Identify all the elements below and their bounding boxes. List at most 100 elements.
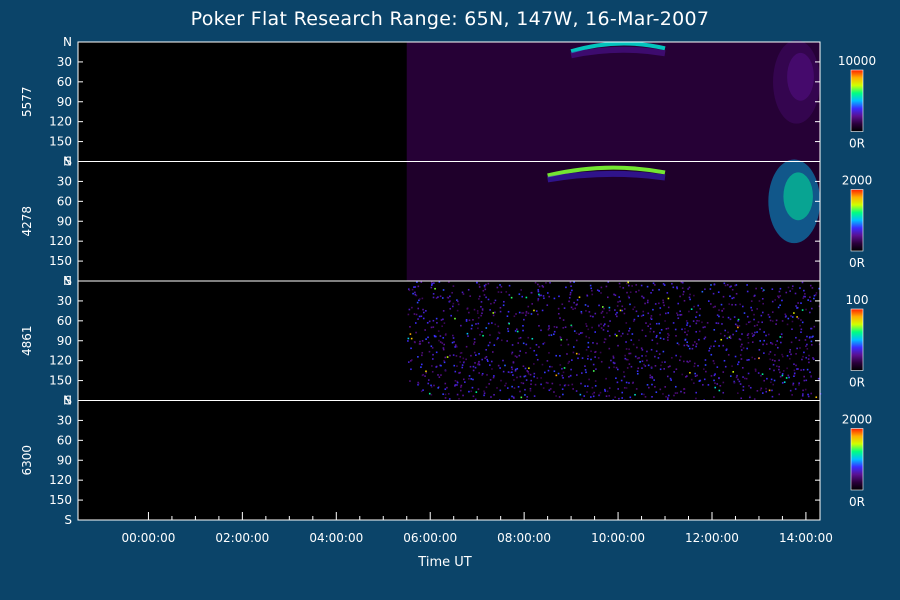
panel-4861-noise-pixel — [440, 319, 443, 321]
panel-4861-noise-pixel — [548, 325, 550, 327]
panel-4861-noise-pixel — [481, 374, 483, 376]
panel-4861-noise-pixel — [613, 366, 615, 368]
panel-4861-noise-pixel — [459, 352, 462, 354]
panel-4861-noise-pixel — [746, 290, 749, 293]
panel-4861-noise-pixel — [619, 300, 621, 303]
panel-4861-noise-pixel — [702, 384, 704, 386]
panel-4861-noise-pixel — [544, 371, 546, 374]
panel-4861-noise-pixel — [614, 396, 616, 399]
panel-4861-noise-pixel — [693, 362, 696, 365]
panel-4861-noise-pixel — [504, 384, 506, 387]
panel-4861-noise-pixel — [561, 374, 564, 377]
panel-4861-noise-pixel — [546, 292, 549, 294]
panel-4861-noise-pixel — [658, 288, 660, 291]
panel-4861-noise-pixel — [746, 334, 749, 336]
panel-4861-noise-pixel — [580, 332, 582, 334]
panel-4861-noise-pixel — [462, 357, 465, 360]
panel-4861-noise-pixel — [428, 392, 431, 395]
panel-4861-noise-pixel — [569, 293, 572, 296]
panel-4861-noise-pixel — [421, 374, 424, 377]
panel-4861-noise-pixel — [747, 333, 750, 335]
panel-4861-noise-pixel — [468, 311, 470, 314]
panel-4861-noise-pixel — [591, 289, 593, 292]
panel-4861-noise-pixel — [531, 303, 534, 305]
panel-4861-noise-pixel — [573, 281, 575, 283]
panel-4861-noise-pixel — [520, 289, 523, 291]
panel-4861-noise-pixel — [771, 389, 773, 392]
panel-4861-noise-pixel — [525, 343, 528, 346]
panel-4861-noise-pixel — [529, 389, 532, 392]
panel-4861-noise-pixel — [557, 307, 560, 310]
panel-4861-noise-pixel — [537, 283, 539, 286]
panel-4861-noise-pixel — [646, 359, 648, 362]
panel-4861-noise-pixel — [617, 344, 619, 347]
panel-4861-noise-pixel — [587, 341, 590, 344]
panel-4861-noise-pixel — [460, 386, 462, 388]
panel-4861-noise-pixel — [519, 375, 522, 378]
panel-4861-noise-pixel — [761, 373, 764, 375]
panel-4861-noise-pixel — [731, 365, 733, 367]
panel-4861-noise-pixel — [553, 391, 555, 393]
panel-4861-noise-pixel — [815, 292, 818, 294]
panel-4861-noise-pixel — [649, 374, 652, 377]
panel-4861-noise-pixel — [631, 285, 633, 287]
panel-4861-noise-pixel — [666, 375, 669, 378]
panel-4861-noise-pixel — [774, 299, 777, 301]
x-tick-label: 08:00:00 — [497, 531, 551, 545]
panel-4861-noise-pixel — [435, 317, 438, 320]
panel-4861-noise-pixel — [673, 394, 675, 397]
panel-4861-noise-pixel — [594, 380, 597, 382]
panel-4861-noise-pixel — [467, 289, 470, 291]
panel-4861-noise-pixel — [471, 386, 474, 389]
panel-4861-noise-pixel — [779, 375, 782, 378]
panel-4861-noise-pixel — [812, 335, 814, 338]
panel-4861-noise-pixel — [719, 384, 722, 387]
panel-4861-noise-pixel — [676, 314, 679, 316]
panel-4861-noise-pixel — [666, 336, 669, 339]
panel-4861-noise-pixel — [533, 363, 535, 365]
panel-5577-emission — [406, 42, 820, 162]
panel-4861-noise-pixel — [780, 341, 782, 344]
panel-4861-noise-pixel — [489, 379, 492, 381]
panel-4861-noise-pixel — [763, 339, 766, 342]
panel-4861-noise-pixel — [671, 357, 673, 359]
panel-4861-noise-pixel — [494, 323, 497, 326]
panel-4861-noise-pixel — [722, 295, 725, 298]
panel-4861-noise-pixel — [781, 382, 784, 384]
panel-4861-noise-pixel — [632, 343, 635, 346]
panel-4861-noise-pixel — [602, 316, 605, 318]
panel-4861-noise-pixel — [623, 387, 626, 389]
y-tick-label: 120 — [49, 354, 72, 368]
panel-4861-noise-pixel — [649, 376, 652, 379]
panel-4861-noise-pixel — [452, 334, 454, 337]
panel-4861-noise-pixel — [512, 396, 515, 399]
panel-5577-colorbar — [850, 69, 864, 132]
panel-4861-noise-pixel — [633, 318, 636, 321]
panel-4861-noise-pixel — [652, 282, 655, 285]
panel-4861-noise-pixel — [409, 326, 411, 328]
panel-4861-noise-pixel — [487, 344, 490, 347]
panel-4861-noise-pixel — [672, 322, 675, 324]
panel-4861-noise-pixel — [494, 311, 496, 314]
panel-4861-noise-pixel — [676, 312, 678, 315]
panel-4861-noise-pixel — [647, 325, 649, 327]
panel-4861-noise-pixel — [414, 291, 416, 294]
panel-4861-noise-pixel — [533, 349, 536, 352]
panel-4861-noise-pixel — [570, 324, 573, 327]
panel-4861-noise-pixel — [520, 396, 523, 399]
panel-4861-noise-pixel — [713, 362, 716, 365]
panel-4861-noise-pixel — [811, 307, 813, 310]
panel-4861-noise-pixel — [795, 305, 797, 307]
panel-4861-noise-pixel — [428, 320, 431, 323]
panel-4861-noise-pixel — [524, 367, 527, 370]
panel-4861-noise-pixel — [737, 378, 739, 381]
y-tick-label: S — [64, 274, 72, 288]
panel-4861-noise-pixel — [449, 307, 452, 310]
panel-4861-noise-pixel — [663, 304, 665, 307]
panel-4861-noise-pixel — [760, 287, 763, 290]
panel-4861-noise-pixel — [621, 305, 624, 308]
panel-4861-noise-pixel — [525, 310, 528, 313]
panel-4861-noise-pixel — [703, 337, 706, 340]
panel-4861-noise-pixel — [434, 335, 436, 338]
panel-4861-noise-pixel — [771, 300, 774, 303]
